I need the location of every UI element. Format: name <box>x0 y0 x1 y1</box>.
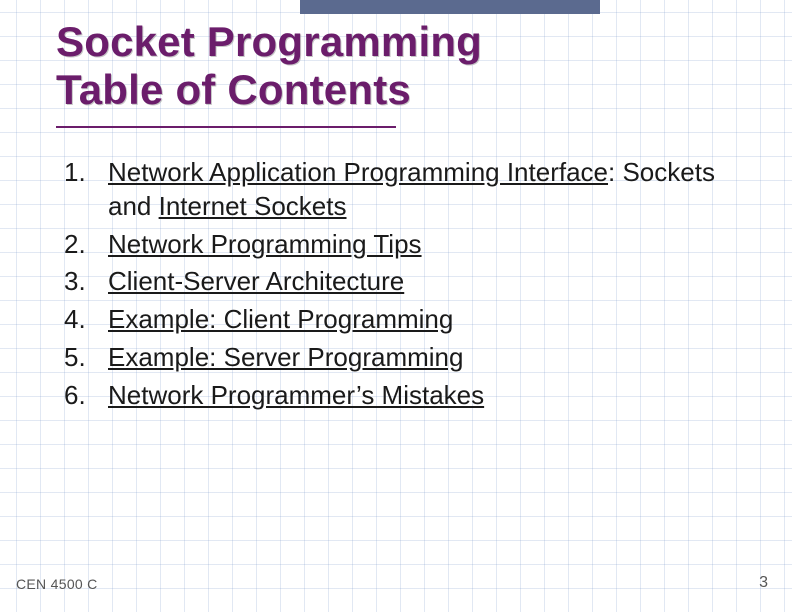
toc-list: 1.Network Application Programming Interf… <box>64 156 752 417</box>
toc-item-number: 1. <box>64 156 108 190</box>
toc-item-number: 4. <box>64 303 108 337</box>
toc-item: 5.Example: Server Programming <box>64 341 752 375</box>
toc-item-text[interactable]: Example: Client Programming <box>108 303 453 337</box>
toc-item-number: 6. <box>64 379 108 413</box>
toc-item-text[interactable]: Network Application Programming Interfac… <box>108 156 752 224</box>
title-line-2: Table of Contents <box>56 66 482 114</box>
toc-link-text[interactable]: Client-Server Architecture <box>108 266 404 296</box>
toc-item: 3.Client-Server Architecture <box>64 265 752 299</box>
toc-link-text[interactable]: Network Application Programming Interfac… <box>108 157 608 187</box>
footer-course-code: CEN 4500 C <box>16 576 98 592</box>
toc-item-text[interactable]: Client-Server Architecture <box>108 265 404 299</box>
toc-item-text[interactable]: Example: Server Programming <box>108 341 463 375</box>
title-line-1: Socket Programming <box>56 18 482 66</box>
toc-link-text[interactable]: Example: Server Programming <box>108 342 463 372</box>
toc-link-text[interactable]: Internet Sockets <box>159 191 347 221</box>
toc-item: 1.Network Application Programming Interf… <box>64 156 752 224</box>
toc-link-text[interactable]: Example: Client Programming <box>108 304 453 334</box>
page-number: 3 <box>759 574 768 592</box>
toc-item: 6.Network Programmer’s Mistakes <box>64 379 752 413</box>
title-underline <box>56 126 396 128</box>
toc-link-text[interactable]: Network Programmer’s Mistakes <box>108 380 484 410</box>
slide: Socket Programming Table of Contents 1.N… <box>0 0 792 612</box>
toc-link-text[interactable]: Network Programming Tips <box>108 229 422 259</box>
toc-item: 2.Network Programming Tips <box>64 228 752 262</box>
toc-item: 4.Example: Client Programming <box>64 303 752 337</box>
slide-title: Socket Programming Table of Contents <box>56 18 482 115</box>
toc-item-number: 3. <box>64 265 108 299</box>
toc-item-text[interactable]: Network Programming Tips <box>108 228 422 262</box>
toc-item-number: 2. <box>64 228 108 262</box>
top-accent-bar <box>300 0 600 14</box>
toc-item-text[interactable]: Network Programmer’s Mistakes <box>108 379 484 413</box>
toc-item-number: 5. <box>64 341 108 375</box>
